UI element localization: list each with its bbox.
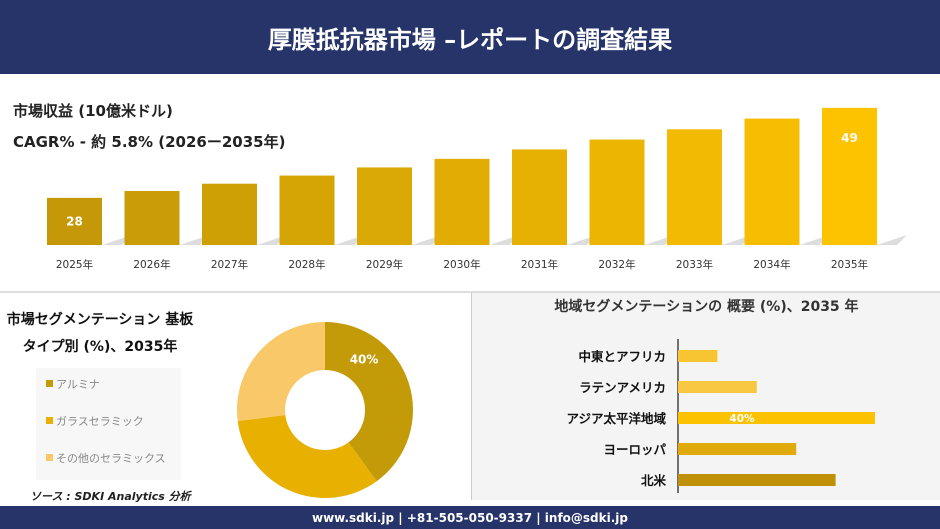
revenue-chart-title: 市場収益 (10億米ドル) [13,102,173,120]
x-tick-label: 2030年 [443,258,480,271]
x-tick-label: 2027年 [211,258,248,271]
footer-contact: www.sdki.jp | +81-505-050-9337 | info@sd… [0,506,940,529]
x-tick-label: 2029年 [366,258,403,271]
legend-item: その他のセラミックス [36,450,181,487]
region-bar-0 [678,350,718,362]
divider [0,291,940,293]
bar-8 [667,129,722,245]
legend-swatch [46,454,53,461]
bar-9 [744,118,800,245]
x-tick-label: 2025年 [56,258,93,271]
region-label: 中東とアフリカ [578,349,666,364]
region-panel: 地域セグメンテーションの 概要 (%)、2035 年 中東とアフリカ ラテンアメリ… [471,293,940,500]
donut-slice-0 [325,322,413,482]
legend-item: アルミナ [36,376,181,413]
x-tick-label: 2031年 [521,258,558,271]
donut-chart: 40% [237,322,413,498]
bar-2 [202,183,257,245]
region-label: アジア太平洋地域 [566,411,666,426]
legend-label: その他のセラミックス [56,452,166,465]
x-tick-label: 2033年 [676,258,713,271]
source-note: ソース : SDKI Analytics 分析 [30,490,191,503]
bar-6 [512,149,567,245]
revenue-bar-chart: 2025年 28 2026年 2027年 2028年 2029年 2030年 2031年 203… [47,107,907,271]
donut-slice-2 [237,322,325,422]
header-title: 厚膜抵抗器市場 –レポートの調査結果 [0,0,940,74]
region-bar-1 [678,381,757,393]
x-tick-label: 2034年 [753,258,790,271]
region-label: 北米 [641,473,667,488]
bar-1 [124,191,180,245]
bar-data-label: 49 [841,131,858,145]
x-tick-label: 2032年 [598,258,635,271]
legend-swatch [46,417,53,424]
region-bar-3 [678,443,797,455]
legend-label: ガラスセラミック [56,415,144,428]
bar-4 [357,167,412,245]
cagr-subtitle: CAGR% - 約 5.8% (2026ー2035年) [13,133,286,151]
legend-swatch [46,380,53,387]
region-label: ラテンアメリカ [579,380,666,395]
region-bar-4 [678,474,836,486]
bar-7 [589,139,645,245]
bar-3 [279,175,335,245]
legend-item: ガラスセラミック [36,413,181,450]
region-data-label: 40% [729,413,755,425]
x-tick-label: 2035年 [831,258,868,271]
segment-chart-title: 市場セグメンテーション 基板タイプ別 (%)、2035年 [6,312,194,355]
donut-slice-1 [237,415,377,498]
bar-0 [47,197,102,245]
slice-data-label: 40% [350,352,379,366]
region-bar-2 [678,412,875,424]
bar-data-label: 28 [66,214,83,228]
region-chart-title: 地域セグメンテーションの 概要 (%)、2035 年 [554,299,859,315]
x-tick-label: 2028年 [288,258,325,271]
bar-5 [434,158,490,245]
donut-legend: アルミナガラスセラミックその他のセラミックス [36,368,181,480]
legend-label: アルミナ [56,378,100,391]
x-tick-label: 2026年 [133,258,170,271]
bar-shadow [877,235,907,245]
bar-10 [822,107,877,245]
region-label: ヨーロッパ [603,442,666,457]
